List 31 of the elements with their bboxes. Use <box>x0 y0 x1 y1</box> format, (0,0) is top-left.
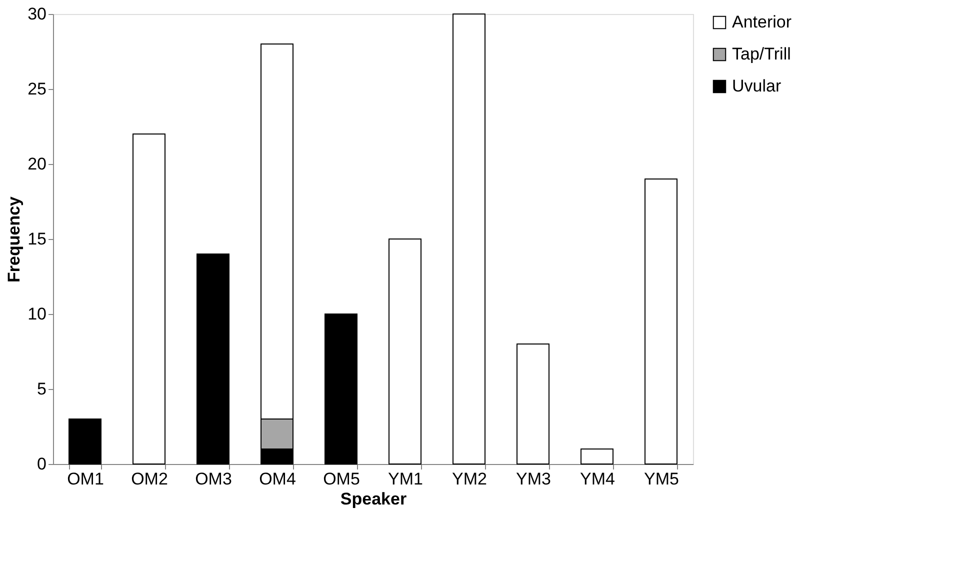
bar <box>132 134 166 464</box>
x-tick-label: OM1 <box>67 470 104 488</box>
y-tick-label: 10 <box>28 304 46 324</box>
y-axis-title: Frequency <box>4 196 24 282</box>
x-tick-label: OM5 <box>323 470 360 488</box>
x-tick-label: YM1 <box>388 470 423 488</box>
bar <box>516 344 550 464</box>
x-axis-title: Speaker <box>340 490 407 508</box>
bar <box>452 14 486 464</box>
bar <box>324 314 358 464</box>
bar <box>644 178 678 464</box>
legend-label: Anterior <box>732 12 792 32</box>
bar <box>388 238 422 464</box>
bar <box>196 254 230 464</box>
y-tick-label: 0 <box>37 454 46 474</box>
y-tick-label: 30 <box>28 4 46 24</box>
x-tick-label: YM5 <box>644 470 679 488</box>
legend-label: Uvular <box>732 76 782 96</box>
bar <box>68 418 102 464</box>
y-tick-label: 20 <box>28 154 46 174</box>
y-tick-label: 5 <box>37 380 46 398</box>
x-tick-label: OM4 <box>259 470 296 488</box>
bar <box>580 448 614 464</box>
x-tick-label: OM2 <box>131 470 168 488</box>
x-tick-label: YM3 <box>516 470 551 488</box>
y-tick-label: 25 <box>28 80 46 98</box>
legend-label: Tap/Trill <box>732 44 791 64</box>
x-tick-label: YM2 <box>452 470 487 488</box>
x-tick-label: YM4 <box>580 470 615 488</box>
y-tick-label: 15 <box>28 230 46 248</box>
x-tick-label: OM3 <box>195 470 232 488</box>
